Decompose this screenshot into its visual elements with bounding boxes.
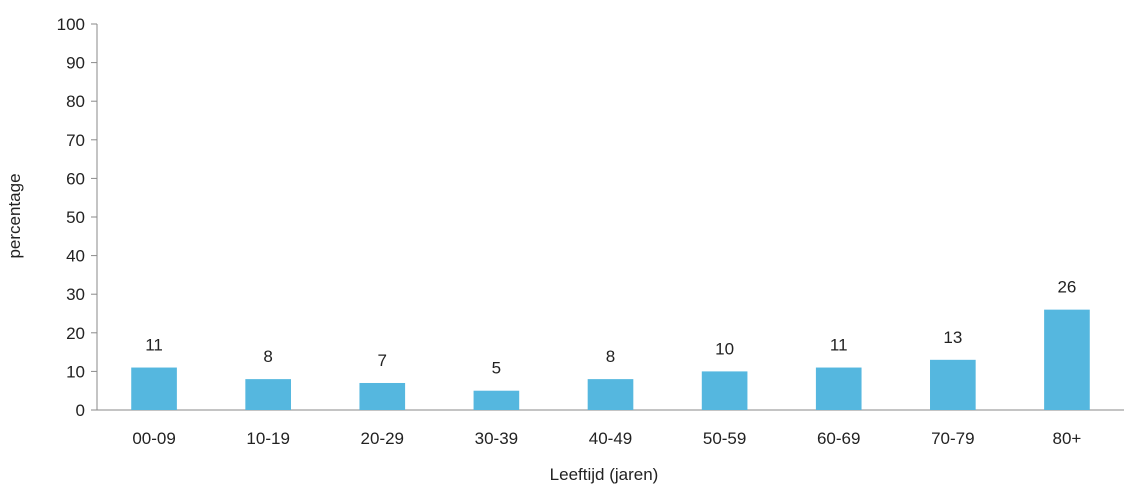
x-tick-label: 70-79 (931, 429, 974, 448)
bar (359, 382, 406, 410)
bar (815, 367, 862, 410)
x-tick-label: 60-69 (817, 429, 860, 448)
x-tick-label: 50-59 (703, 429, 746, 448)
x-tick-label: 20-29 (361, 429, 404, 448)
y-tick-label: 90 (66, 54, 85, 73)
x-axis-title: Leeftijd (jaren) (550, 465, 659, 484)
data-label: 5 (492, 359, 501, 378)
data-labels: 11 8 7 5 8 10 11 13 26 (145, 278, 1076, 378)
x-tick-label: 30-39 (475, 429, 518, 448)
bar (701, 371, 748, 410)
bar (473, 390, 520, 410)
y-axis: 0 10 20 30 40 50 60 70 80 90 100 (57, 15, 98, 420)
y-tick-label: 40 (66, 247, 85, 266)
data-label: 8 (263, 347, 272, 366)
bars (131, 309, 1090, 410)
data-label: 13 (943, 328, 962, 347)
bar (587, 379, 634, 410)
y-axis-title: percentage (5, 173, 24, 258)
y-tick-label: 100 (57, 15, 85, 34)
data-label: 7 (378, 351, 387, 370)
y-tick-label: 70 (66, 131, 85, 150)
x-axis: 00-09 10-19 20-29 30-39 40-49 50-59 60-69 70-79… (97, 409, 1124, 448)
data-label: 11 (830, 336, 848, 355)
y-tick-label: 80 (66, 92, 85, 111)
bar (930, 359, 976, 410)
y-tick-label: 50 (66, 208, 85, 227)
bar (245, 379, 291, 410)
data-label: 10 (715, 339, 734, 358)
data-label: 11 (145, 336, 163, 355)
bar (131, 367, 177, 410)
x-tick-label: 80+ (1053, 429, 1082, 448)
x-tick-label: 00-09 (132, 429, 175, 448)
data-label: 26 (1057, 278, 1076, 297)
y-tick-label: 60 (66, 169, 85, 188)
y-tick-label: 20 (66, 324, 85, 343)
y-tick-label: 0 (76, 401, 85, 420)
data-label: 8 (606, 347, 615, 366)
y-tick-label: 30 (66, 285, 85, 304)
y-tick-label: 10 (66, 362, 85, 381)
x-tick-label: 10-19 (246, 429, 289, 448)
bar (1044, 309, 1090, 410)
x-tick-label: 40-49 (589, 429, 632, 448)
